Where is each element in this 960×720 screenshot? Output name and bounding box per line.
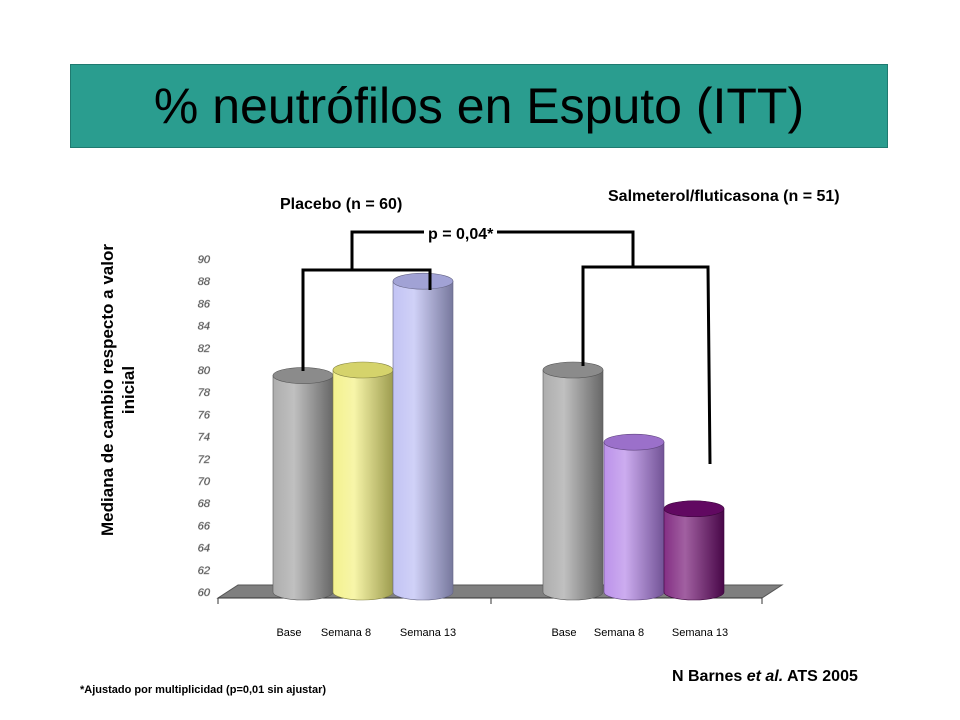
placebo-group-label: Placebo (n = 60) <box>280 196 403 213</box>
source-venue: ATS 2005 <box>783 668 858 685</box>
bar-placebo-base <box>272 375 334 601</box>
y-tick-label: 82 <box>198 343 210 355</box>
bar-salmeterol-base <box>542 369 604 601</box>
bar-salmeterol-semana-8 <box>603 441 665 601</box>
x-tick-label: Semana 8 <box>321 627 371 639</box>
y-tick-label: 76 <box>198 409 211 421</box>
y-tick-label: 90 <box>198 254 211 266</box>
y-tick-label: 78 <box>198 387 211 399</box>
y-tick-label: 68 <box>198 498 211 510</box>
source-author: N Barnes <box>672 668 747 685</box>
placebo-bracket <box>301 268 432 371</box>
y-tick-label: 70 <box>198 476 211 488</box>
y-tick-label: 86 <box>198 298 211 310</box>
title-banner: % neutrófilos en Esputo (ITT) <box>70 64 888 148</box>
source-etal: et al. <box>746 668 784 685</box>
y-tick-label: 74 <box>198 432 210 444</box>
y-tick-label: 84 <box>198 321 210 333</box>
bar-salmeterol-semana-13 <box>663 508 725 601</box>
x-tick-label: Semana 8 <box>594 627 644 639</box>
x-tick-label: Semana 13 <box>400 627 456 639</box>
bar-top-cap <box>392 272 454 290</box>
p-value-label: p = 0,04* <box>424 226 498 244</box>
x-tick-label: Base <box>276 627 301 639</box>
bar-top-cap <box>542 361 604 379</box>
x-tick-label: Semana 13 <box>672 627 728 639</box>
bar-placebo-semana-13 <box>392 280 454 601</box>
source-citation: N Barnes et al. ATS 2005 <box>672 668 858 686</box>
y-tick-label: 72 <box>198 454 210 466</box>
y-tick-label: 80 <box>198 365 211 377</box>
y-tick-label: 66 <box>198 520 211 532</box>
y-tick-label: 64 <box>198 543 210 555</box>
footnote: *Ajustado por multiplicidad (p=0,01 sin … <box>80 684 327 696</box>
y-tick-label: 62 <box>198 565 210 577</box>
bar-top-cap <box>332 361 394 379</box>
salmeterol-group-label: Salmeterol/fluticasona (n = 51) <box>608 188 840 205</box>
bar-top-cap <box>663 500 725 518</box>
salmeterol-bracket <box>581 265 712 465</box>
y-tick-label: 60 <box>198 587 211 599</box>
x-tick-label: Base <box>551 627 576 639</box>
bar-placebo-semana-8 <box>332 369 394 601</box>
chart-title: % neutrófilos en Esputo (ITT) <box>153 78 805 134</box>
y-tick-label: 88 <box>198 276 211 288</box>
bar-top-cap <box>603 433 665 451</box>
